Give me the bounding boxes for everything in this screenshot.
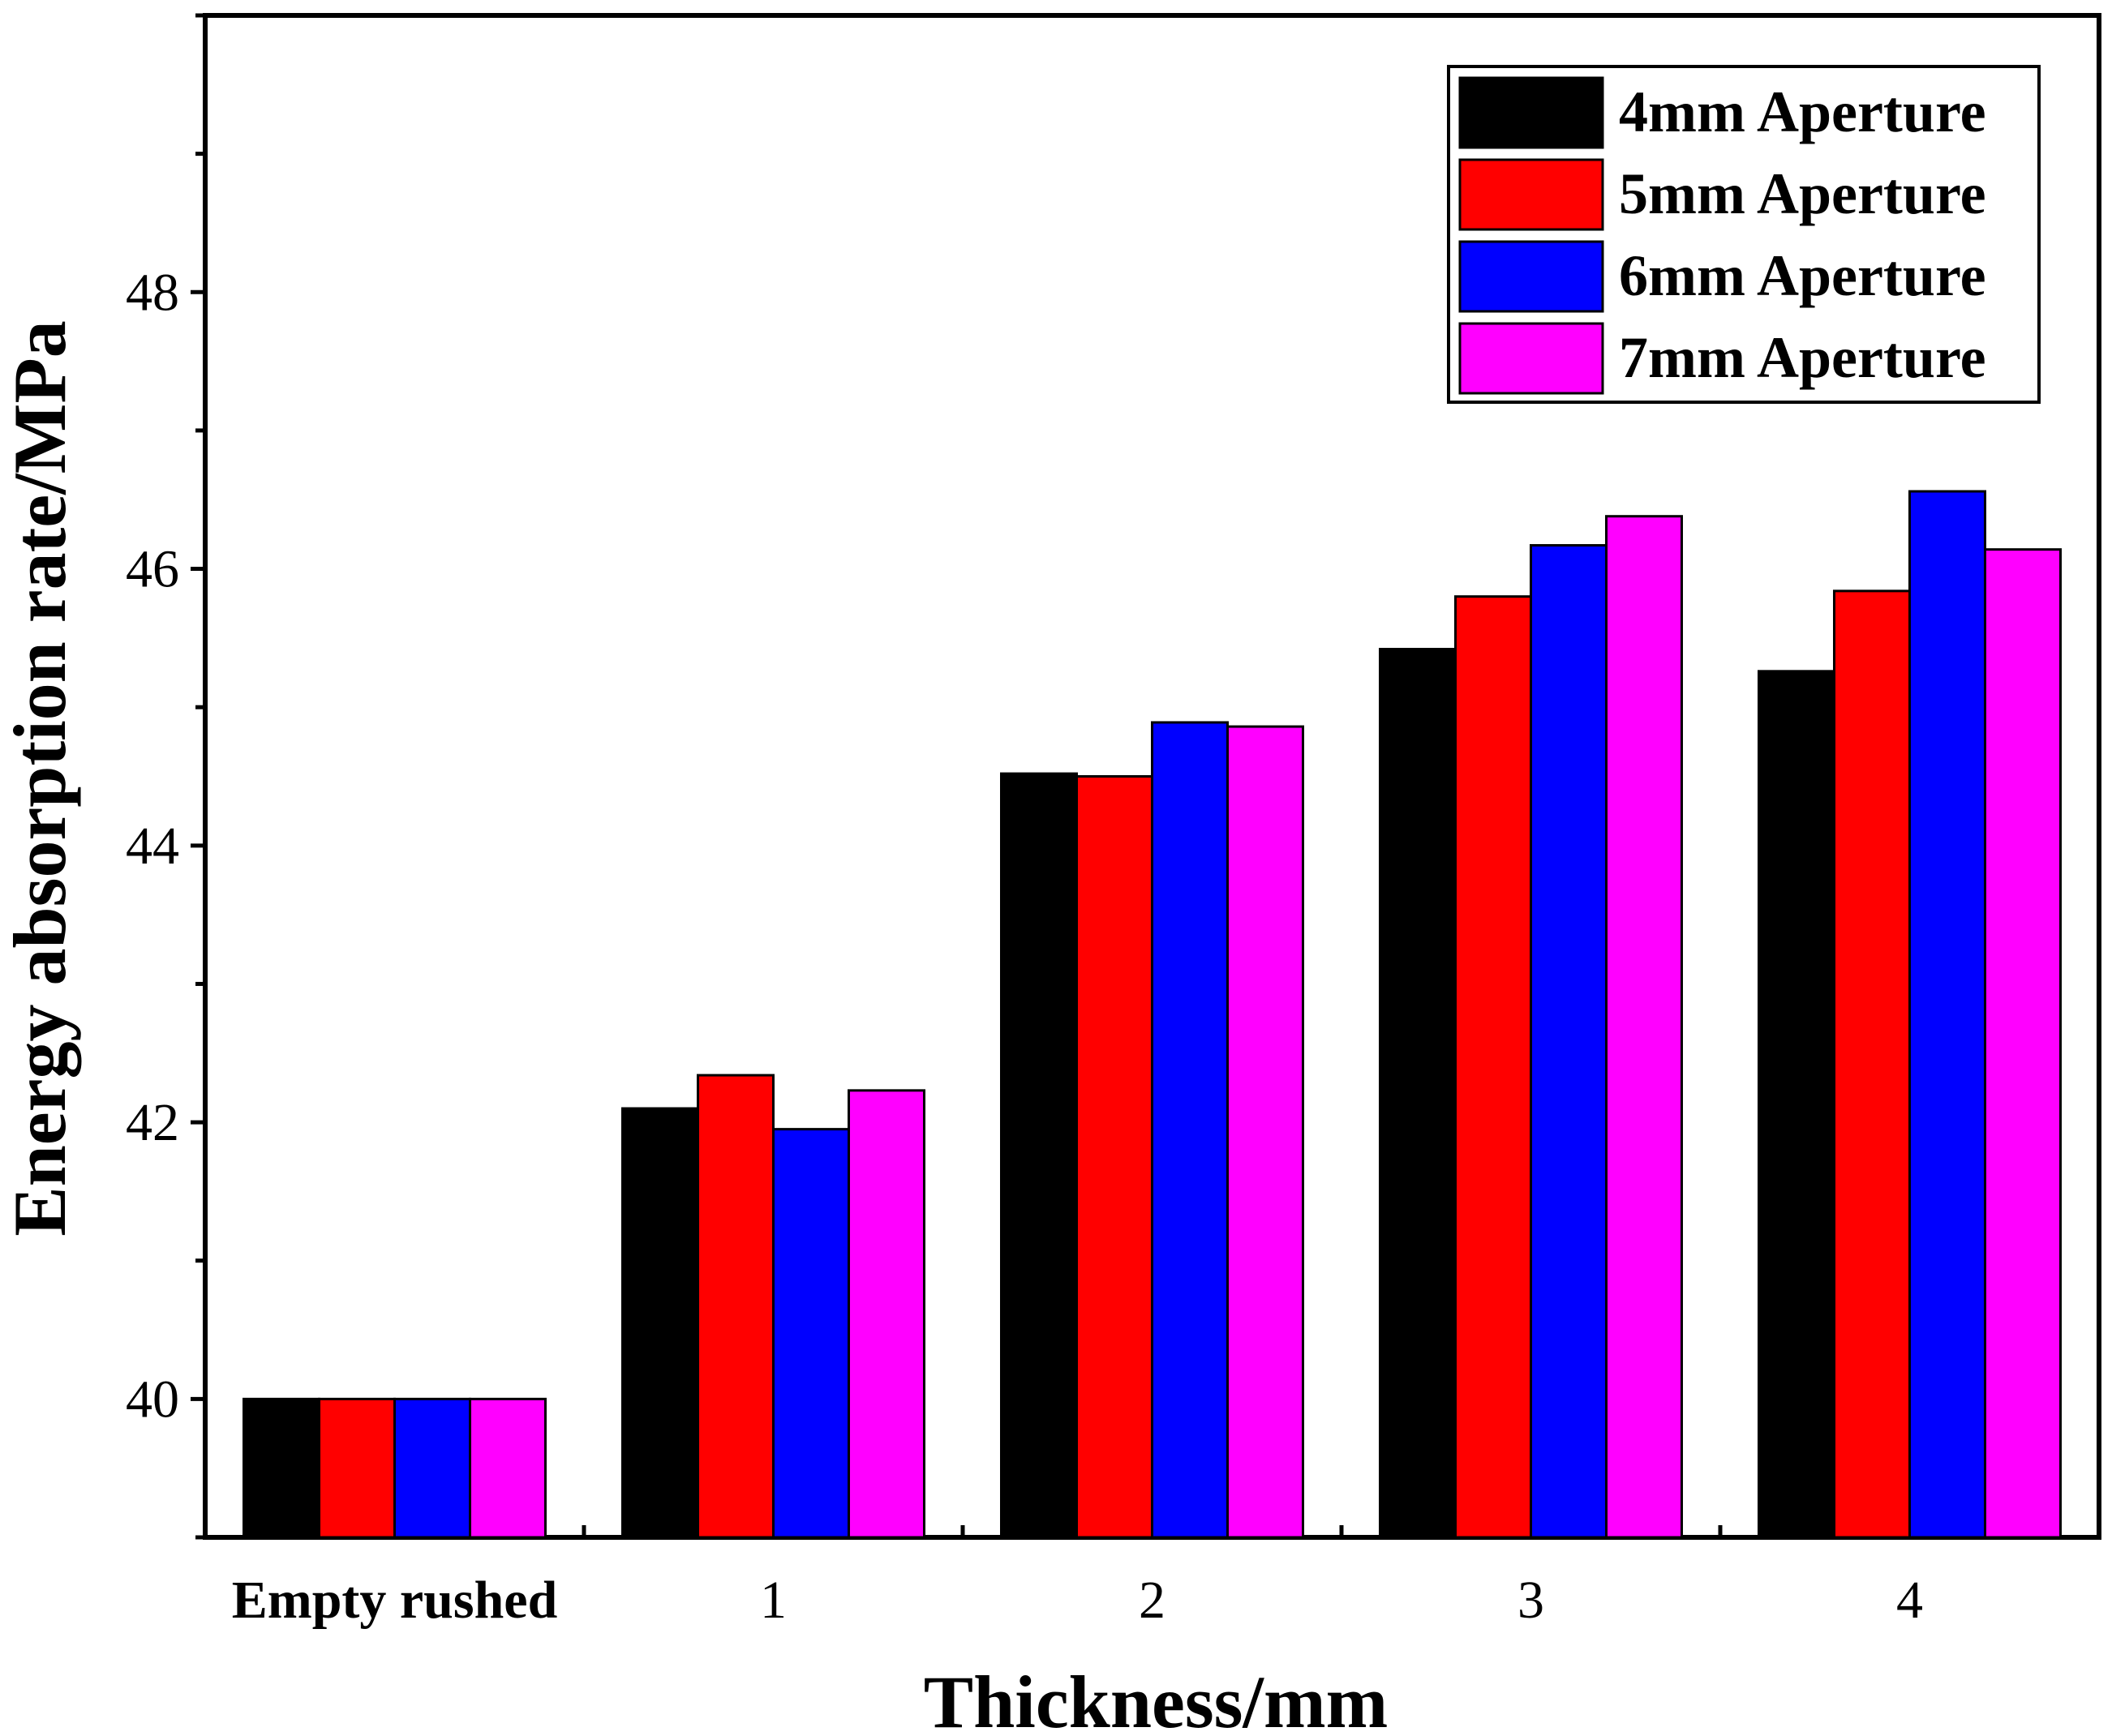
bar-2-1	[318, 1397, 396, 1539]
bar-3-2	[772, 1128, 850, 1539]
y-tick-label: 48	[126, 263, 179, 322]
legend-swatch-1	[1458, 76, 1604, 149]
bar-4-4	[1605, 515, 1683, 1539]
bar-4-3	[1226, 725, 1304, 1539]
bar-3-5	[1908, 490, 1986, 1539]
bar-3-1	[393, 1397, 471, 1539]
x-tick-label: 1	[760, 1571, 787, 1630]
y-tick-label: 46	[126, 540, 179, 599]
x-axis-title: Thickness/mm	[924, 1661, 1389, 1736]
legend-label-2: 5mm Aperture	[1619, 161, 1986, 226]
legend-label-4: 7mm Aperture	[1619, 325, 1986, 390]
bar-2-5	[1833, 589, 1911, 1539]
bar-3-3	[1151, 721, 1229, 1539]
y-tick-label: 40	[126, 1370, 179, 1429]
x-tick-label: 3	[1517, 1571, 1544, 1630]
legend: 4mm Aperture 5mm Aperture 6mm Aperture 7mm …	[1447, 65, 2041, 404]
bar-1-5	[1758, 670, 1835, 1539]
bar-1-4	[1379, 648, 1457, 1539]
x-tick-label: 2	[1139, 1571, 1165, 1630]
bars	[243, 490, 2062, 1539]
bar-2-2	[697, 1074, 775, 1539]
bar-1-1	[243, 1397, 320, 1539]
bar-4-1	[469, 1397, 547, 1539]
legend-swatch-4	[1458, 322, 1604, 395]
axes: 40 42 44 46 48 Empty rushed 1 2 3 4	[126, 13, 1923, 1630]
bar-3-4	[1530, 544, 1608, 1539]
bar-4-2	[848, 1089, 925, 1539]
legend-swatch-2	[1458, 158, 1604, 231]
bar-1-3	[1000, 772, 1078, 1539]
legend-label-1: 4mm Aperture	[1619, 79, 1986, 144]
bar-4-5	[1984, 548, 2062, 1539]
x-tick-label: 4	[1896, 1571, 1923, 1630]
y-axis-title: Energy absorption rate/MPa	[0, 320, 81, 1236]
y-tick-label: 44	[126, 817, 179, 876]
legend-swatch-3	[1458, 240, 1604, 313]
legend-label-3: 6mm Aperture	[1619, 243, 1986, 308]
x-tick-label: Empty rushed	[232, 1571, 558, 1630]
y-tick-label: 42	[126, 1093, 179, 1152]
bar-2-3	[1075, 775, 1153, 1539]
bar-1-2	[621, 1107, 699, 1539]
bar-2-4	[1454, 595, 1532, 1539]
legend-items: 4mm Aperture 5mm Aperture 6mm Aperture 7mm …	[1458, 76, 1986, 395]
